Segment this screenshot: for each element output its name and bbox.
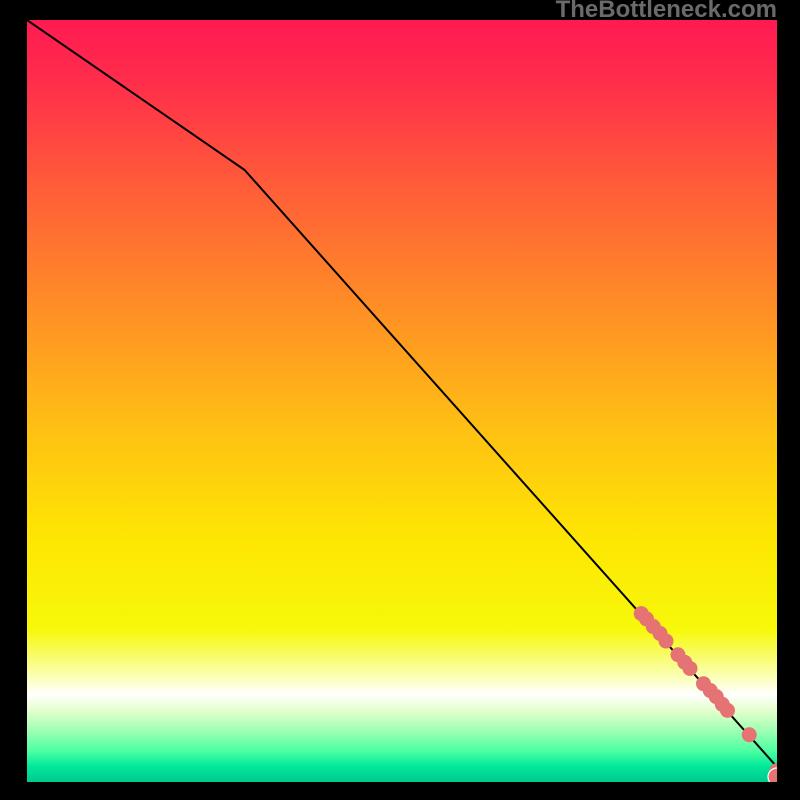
plot-svg <box>27 20 777 782</box>
data-marker <box>720 703 735 718</box>
data-marker <box>683 661 698 676</box>
watermark-text: TheBottleneck.com <box>556 0 777 24</box>
data-marker <box>742 727 757 742</box>
gradient-background <box>27 20 777 782</box>
data-marker <box>659 634 674 649</box>
plot-area <box>27 20 777 782</box>
